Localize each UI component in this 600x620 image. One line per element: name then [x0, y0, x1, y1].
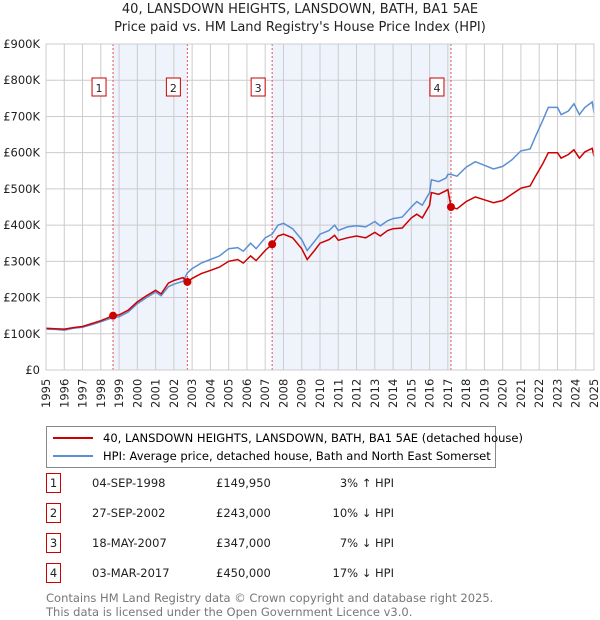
sale-point — [109, 311, 118, 320]
sale-label-box — [91, 77, 107, 97]
x-tick-label: 2003 — [185, 379, 199, 408]
transaction-number: 4 — [46, 563, 61, 583]
sale-point — [183, 277, 192, 286]
sale-label-box — [250, 77, 266, 97]
chart-subtitle: Price paid vs. HM Land Registry's House … — [114, 20, 486, 35]
transaction-number: 3 — [46, 533, 61, 553]
x-tick-label: 2000 — [130, 379, 144, 408]
transaction-hpi: 3% ↑ HPI — [339, 476, 394, 490]
y-tick-label: £200K — [3, 291, 40, 305]
y-tick-label: £700K — [3, 109, 40, 123]
shaded-period — [272, 44, 451, 370]
sale-label: 3 — [255, 82, 262, 95]
legend-label: 40, LANSDOWN HEIGHTS, LANSDOWN, BATH, BA… — [103, 431, 523, 445]
sale-label-box — [429, 77, 445, 97]
footer: Contains HM Land Registry data © Crown c… — [46, 591, 493, 619]
x-tick-label: 2005 — [222, 379, 236, 408]
price-chart: 1995 1996 1997 1998 1999 2000 2001 2002 2003 2004… — [3, 37, 600, 408]
property-price-line — [45, 147, 595, 330]
x-tick-label: 1999 — [112, 379, 126, 408]
x-tick-label: 2011 — [331, 379, 345, 408]
x-tick-label: 1997 — [76, 379, 90, 408]
x-tick-label: 2022 — [532, 379, 546, 408]
x-tick-label: 2025 — [587, 379, 600, 408]
legend-swatch-blue — [53, 455, 93, 457]
x-tick-label: 2016 — [423, 379, 437, 408]
plot-frame — [45, 43, 595, 371]
transaction-price: £149,950 — [216, 476, 271, 490]
transaction-number: 2 — [46, 503, 61, 523]
transaction-hpi: 17% ↓ HPI — [332, 566, 394, 580]
y-tick-label: £600K — [3, 146, 40, 160]
legend-label: HPI: Average price, detached house, Bath… — [103, 449, 491, 463]
x-tick-label: 2007 — [258, 379, 272, 408]
y-tick-label: £100K — [3, 327, 40, 341]
y-tick-label: £400K — [3, 218, 40, 232]
x-tick-label: 2010 — [313, 379, 327, 408]
x-tick-label: 2009 — [295, 379, 309, 408]
y-tick-label: £900K — [3, 37, 40, 51]
transaction-price: £243,000 — [216, 506, 271, 520]
shaded-period — [113, 44, 188, 370]
x-tick-label: 1998 — [94, 379, 108, 408]
x-tick-label: 2020 — [496, 379, 510, 408]
sale-label-box — [165, 77, 181, 97]
transaction-hpi: 7% ↓ HPI — [339, 536, 394, 550]
x-tick-label: 2012 — [350, 379, 364, 408]
transaction-date: 04-SEP-1998 — [92, 476, 166, 490]
x-tick-label: 1995 — [39, 379, 53, 408]
y-tick-label: £800K — [3, 73, 40, 87]
x-tick-label: 2001 — [149, 379, 163, 408]
sale-label: 2 — [170, 82, 177, 95]
chart-title: 40, LANSDOWN HEIGHTS, LANSDOWN, BATH, BA… — [121, 2, 479, 17]
x-tick-label: 2008 — [276, 379, 290, 408]
legend: 40, LANSDOWN HEIGHTS, LANSDOWN, BATH, BA… — [46, 426, 523, 468]
sale-label: 1 — [96, 82, 103, 95]
transaction-hpi: 10% ↓ HPI — [332, 506, 394, 520]
transaction-price: £450,000 — [216, 566, 271, 580]
x-tick-label: 2018 — [459, 379, 473, 408]
transaction-number: 1 — [46, 473, 61, 493]
x-tick-label: 2019 — [477, 379, 491, 408]
x-tick-label: 2021 — [514, 379, 528, 408]
footer-licence: This data is licensed under the Open Gov… — [46, 605, 413, 619]
sale-point — [268, 240, 277, 249]
x-tick-label: 2004 — [203, 379, 217, 408]
y-tick-label: £0 — [25, 363, 40, 377]
sale-point — [446, 203, 455, 211]
sale-label: 4 — [433, 82, 440, 95]
legend-item-property: 40, LANSDOWN HEIGHTS, LANSDOWN, BATH, BA… — [53, 430, 523, 446]
x-tick-label: 2002 — [167, 379, 181, 408]
footer-copyright: Contains HM Land Registry data © Crown c… — [46, 591, 494, 605]
x-tick-label: 2014 — [386, 379, 400, 408]
y-tick-label: £500K — [3, 182, 40, 196]
x-tick-label: 2013 — [368, 379, 382, 408]
transaction-date: 18-MAY-2007 — [92, 536, 167, 550]
x-tick-label: 2006 — [240, 379, 254, 408]
legend-item-hpi: HPI: Average price, detached house, Bath… — [53, 448, 491, 464]
x-tick-label: 1996 — [57, 379, 71, 408]
x-tick-label: 2023 — [550, 379, 564, 408]
x-tick-label: 2017 — [441, 379, 455, 408]
hpi-line — [45, 100, 595, 331]
x-tick-label: 2024 — [569, 379, 583, 408]
transaction-date: 27-SEP-2002 — [92, 506, 166, 520]
legend-swatch-red — [53, 437, 93, 439]
x-tick-label: 2015 — [404, 379, 418, 408]
transaction-price: £347,000 — [216, 536, 271, 550]
y-tick-label: £300K — [3, 254, 40, 268]
transaction-date: 03-MAR-2017 — [92, 566, 170, 580]
